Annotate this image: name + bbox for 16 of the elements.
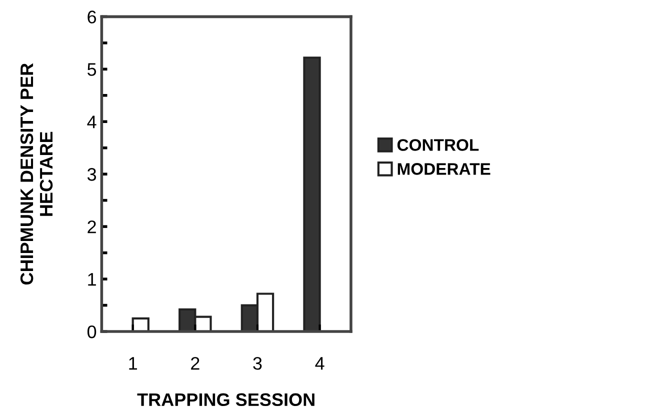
y-tick-label: 2 xyxy=(88,220,96,234)
y-tick-label: 0 xyxy=(87,325,96,338)
y-tick-label: 6 xyxy=(88,10,96,24)
legend-label: MODERATE xyxy=(398,163,490,175)
y-tick-label: 5 xyxy=(88,63,96,76)
y-tick-label: 1 xyxy=(88,273,96,286)
x-axis-title: TRAPPING SESSION xyxy=(137,393,314,406)
y-tick-label: 3 xyxy=(87,168,96,181)
x-tick-label: 1 xyxy=(129,357,137,370)
y-axis-title: CHIPMUNK DENSITY PER HECTARE xyxy=(20,63,53,285)
y-tick-label: 4 xyxy=(87,116,96,128)
x-tick-label: 4 xyxy=(315,357,324,370)
x-tick-label: 2 xyxy=(191,356,200,370)
bar xyxy=(303,56,321,332)
legend-label: CONTROL xyxy=(397,139,479,151)
x-tick-label: 3 xyxy=(253,356,262,370)
